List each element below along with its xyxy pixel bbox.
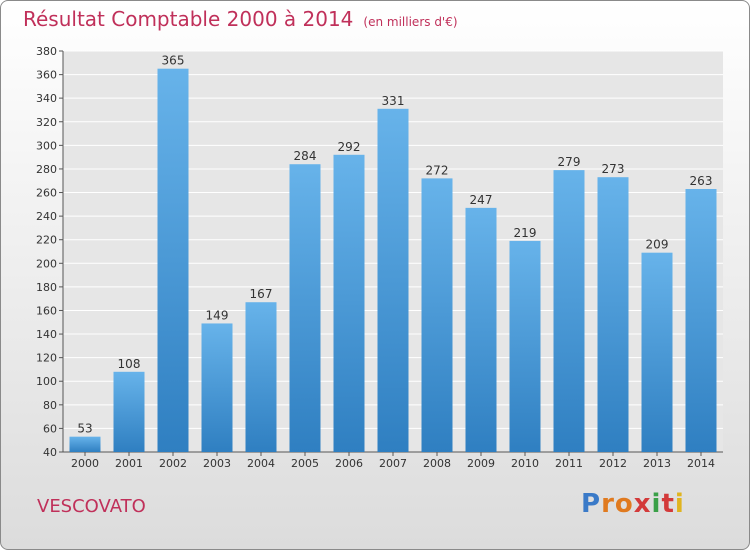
- logo-letter: t: [661, 489, 675, 519]
- data-label: 149: [206, 308, 229, 322]
- y-tick-label: 240: [36, 210, 57, 223]
- logo-letter: r: [601, 489, 615, 519]
- y-tick-label: 80: [43, 399, 57, 412]
- data-label: 279: [558, 155, 581, 169]
- y-tick-label: 200: [36, 257, 57, 270]
- y-tick-label: 140: [36, 328, 57, 341]
- bar: [245, 302, 277, 452]
- data-label: 331: [382, 94, 405, 108]
- data-label: 53: [77, 422, 92, 436]
- y-tick-label: 180: [36, 281, 57, 294]
- bar: [597, 177, 629, 452]
- bar: [465, 207, 497, 452]
- x-tick-label: 2014: [687, 457, 715, 470]
- data-label: 219: [514, 226, 537, 240]
- x-tick-label: 2013: [643, 457, 671, 470]
- y-tick-label: 320: [36, 116, 57, 129]
- logo-letter: i: [674, 489, 685, 519]
- x-tick-label: 2000: [71, 457, 99, 470]
- x-tick-label: 2005: [291, 457, 319, 470]
- y-tick-label: 260: [36, 187, 57, 200]
- bar: [333, 154, 365, 452]
- y-tick-label: 100: [36, 375, 57, 388]
- data-label: 284: [294, 149, 317, 163]
- chart-title-row: Résultat Comptable 2000 à 2014 (en millie…: [23, 7, 458, 31]
- data-label: 272: [426, 163, 449, 177]
- data-label: 365: [162, 54, 185, 68]
- y-tick-label: 120: [36, 352, 57, 365]
- x-tick-label: 2001: [115, 457, 143, 470]
- bar: [69, 436, 101, 452]
- data-label: 273: [602, 162, 625, 176]
- logo-letter: i: [651, 489, 662, 519]
- data-label: 263: [690, 174, 713, 188]
- data-label: 108: [118, 357, 141, 371]
- data-label: 167: [250, 287, 273, 301]
- bar: [685, 188, 717, 452]
- x-tick-label: 2008: [423, 457, 451, 470]
- bar: [289, 164, 321, 453]
- data-label: 209: [646, 238, 669, 252]
- bar: [553, 170, 585, 452]
- bar: [377, 108, 409, 453]
- y-tick-label: 300: [36, 139, 57, 152]
- bar: [421, 178, 453, 452]
- logo-letter: P: [581, 489, 602, 519]
- commune-name: VESCOVATO: [37, 496, 146, 517]
- y-tick-label: 360: [36, 69, 57, 82]
- x-tick-label: 2006: [335, 457, 363, 470]
- x-tick-label: 2009: [467, 457, 495, 470]
- y-tick-label: 380: [36, 45, 57, 58]
- logo-letter: x: [633, 489, 652, 519]
- x-tick-label: 2010: [511, 457, 539, 470]
- x-tick-label: 2012: [599, 457, 627, 470]
- logo-letter: o: [614, 489, 634, 519]
- x-tick-label: 2011: [555, 457, 583, 470]
- proxiti-logo: Proxiti: [581, 489, 685, 519]
- y-tick-label: 220: [36, 234, 57, 247]
- chart-title: Résultat Comptable 2000 à 2014: [23, 7, 354, 31]
- y-tick-label: 40: [43, 446, 57, 459]
- chart-subtitle: (en milliers d'€): [363, 15, 458, 29]
- x-tick-label: 2002: [159, 457, 187, 470]
- bar: [157, 68, 189, 453]
- bar: [509, 240, 541, 452]
- x-tick-label: 2007: [379, 457, 407, 470]
- bar: [201, 323, 233, 452]
- x-tick-label: 2003: [203, 457, 231, 470]
- bar: [113, 371, 145, 452]
- x-tick-label: 2004: [247, 457, 275, 470]
- y-tick-label: 340: [36, 92, 57, 105]
- data-label: 247: [470, 193, 493, 207]
- y-tick-label: 280: [36, 163, 57, 176]
- y-tick-label: 160: [36, 304, 57, 317]
- data-label: 292: [338, 140, 361, 154]
- y-tick-label: 60: [43, 422, 57, 435]
- bar: [641, 252, 673, 452]
